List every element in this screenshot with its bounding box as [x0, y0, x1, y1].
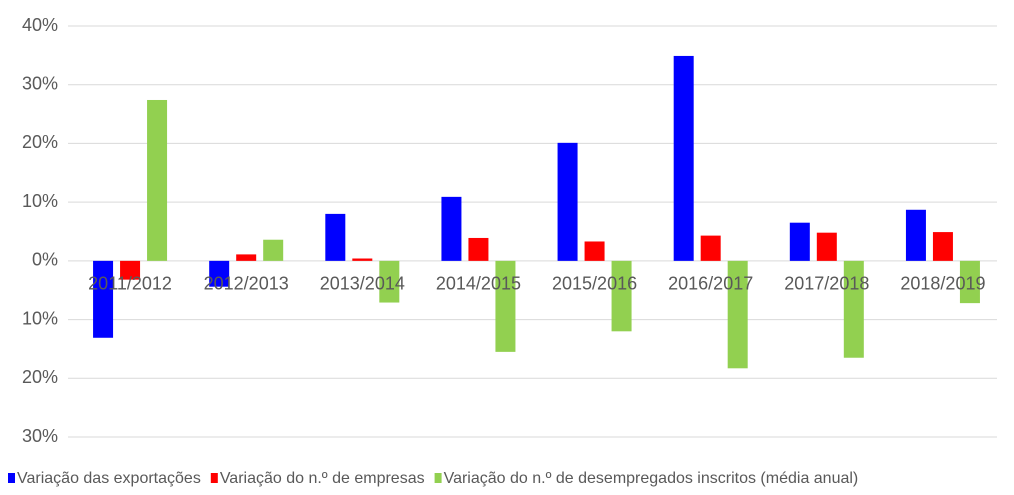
legend-swatch [210, 473, 218, 483]
bar [263, 239, 284, 261]
bar [468, 237, 489, 261]
legend-swatch [8, 473, 15, 483]
bar [611, 260, 632, 332]
bar [557, 142, 578, 261]
y-tick-label: 40% [22, 15, 58, 35]
x-tick-label: 2017/2018 [784, 274, 869, 294]
bar [93, 260, 114, 338]
bar [905, 209, 926, 261]
bar [441, 196, 462, 261]
bar [209, 260, 230, 287]
bar [959, 260, 980, 304]
legend-label: Variação do n.º de empresas [220, 470, 425, 487]
bar [584, 241, 605, 261]
bar [816, 232, 837, 261]
bar [727, 260, 748, 369]
legend-swatch [434, 473, 442, 483]
x-tick-label: 2015/2016 [552, 274, 637, 294]
y-tick-label: 30% [22, 73, 58, 93]
bar [325, 213, 346, 261]
bar [379, 260, 400, 303]
x-tick-label: 2018/2019 [900, 274, 985, 294]
bar [673, 55, 694, 261]
bar [495, 260, 516, 352]
x-tick-label: 2016/2017 [668, 274, 753, 294]
bar [147, 99, 168, 261]
bar [700, 235, 721, 261]
bar [236, 254, 257, 261]
x-tick-label: 2013/2014 [320, 274, 405, 294]
y-tick-label: 20% [22, 132, 58, 152]
bar [843, 260, 864, 358]
x-tick-label: 2014/2015 [436, 274, 521, 294]
bar [789, 222, 810, 261]
bar [352, 258, 373, 261]
legend-label: Variação do n.º de desempregados inscrit… [444, 470, 859, 487]
y-tick-label: 20% [22, 367, 58, 387]
legend-label: Variação das exportações [17, 470, 201, 487]
x-tick-label: 2011/2012 [88, 274, 172, 294]
x-tick-label: 2012/2013 [204, 274, 289, 294]
y-tick-label: 10% [22, 191, 58, 211]
y-tick-label: 30% [22, 426, 58, 446]
bar [120, 260, 141, 280]
y-tick-label: 0% [32, 250, 58, 270]
y-tick-label: 10% [22, 308, 58, 328]
bar [932, 232, 953, 261]
